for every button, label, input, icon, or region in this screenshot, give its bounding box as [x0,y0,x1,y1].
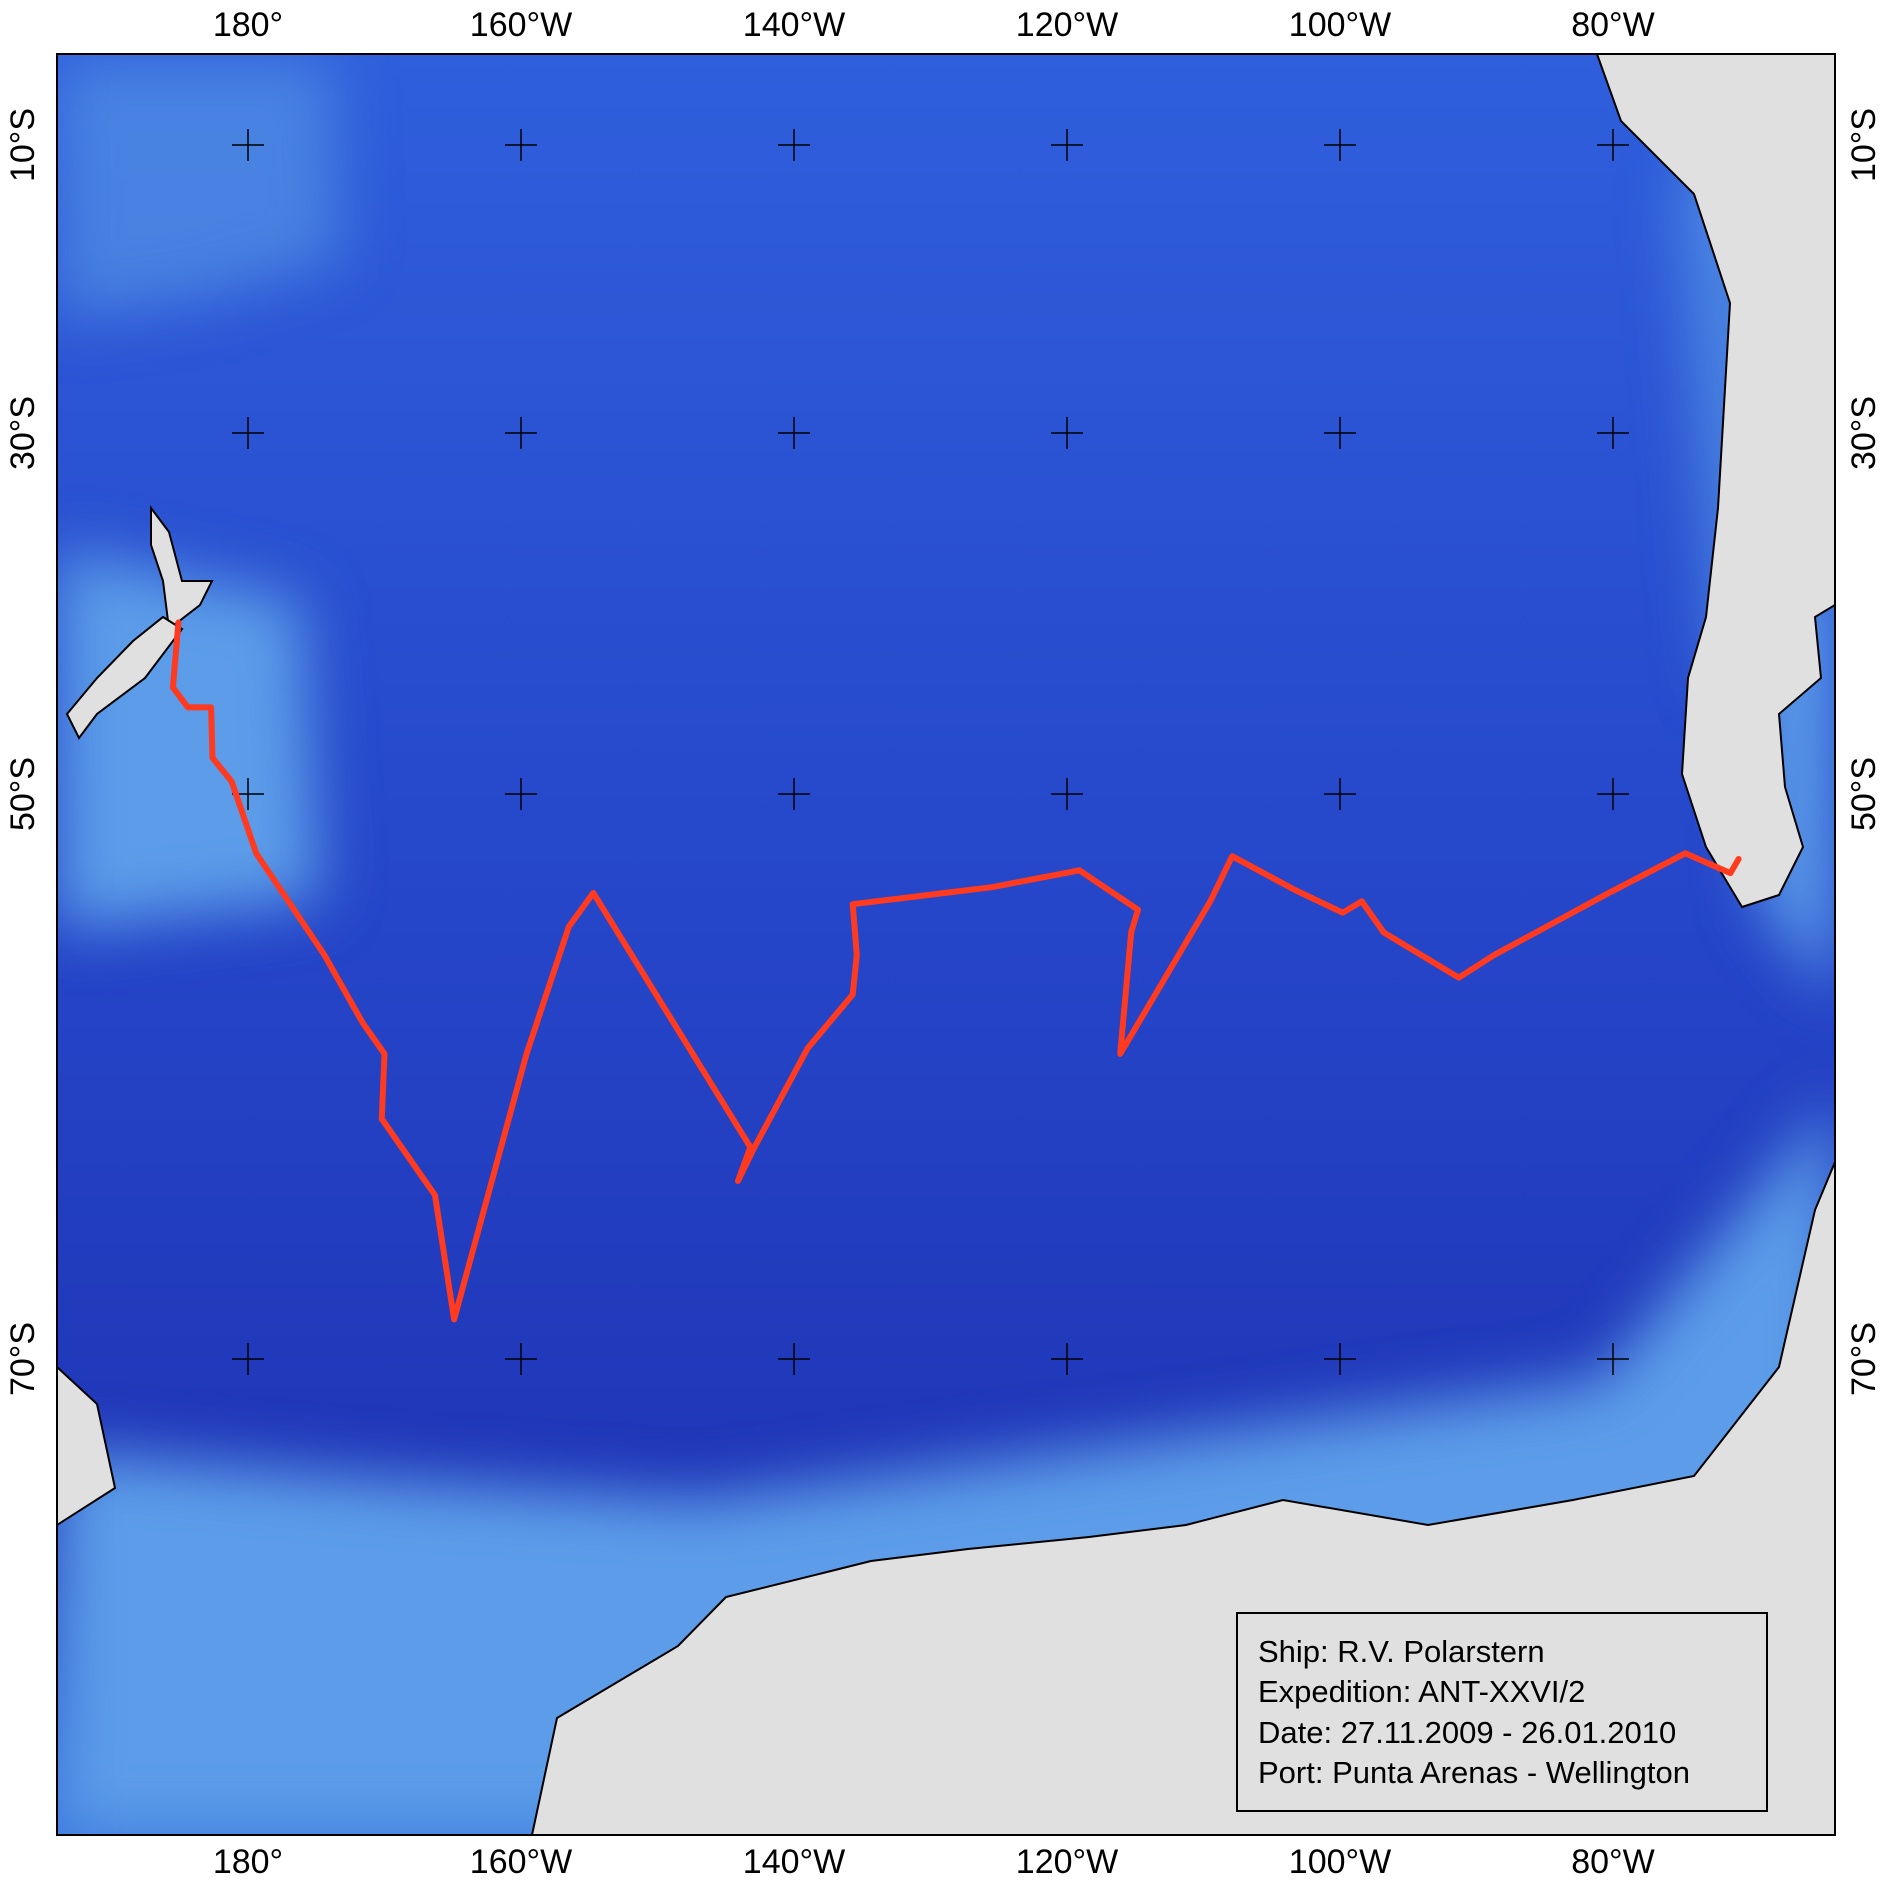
y-tick-label-right: 10°S [1845,108,1883,182]
grid-cross [505,417,537,449]
x-tick-label-bottom: 140°W [743,1843,845,1881]
grid-cross [505,129,537,161]
x-tick-label-bottom: 160°W [470,1843,572,1881]
x-tick-label-top: 160°W [470,6,572,44]
grid-cross [1324,129,1356,161]
grid-cross [1597,1343,1629,1375]
y-tick-label-left: 30°S [4,396,42,470]
x-tick-label-top: 120°W [1016,6,1118,44]
grid-cross [778,778,810,810]
antarctica-west [57,1365,117,1527]
x-tick-label-bottom: 100°W [1289,1843,1391,1881]
x-tick-label-top: 180° [213,6,283,44]
legend-date: Date: 27.11.2009 - 26.01.2010 [1258,1715,1676,1750]
grid-cross [1324,417,1356,449]
y-tick-label-left: 50°S [4,757,42,831]
x-tick-label-bottom: 180° [213,1843,283,1881]
grid-cross [1597,129,1629,161]
grid-cross [505,1343,537,1375]
y-tick-label-right: 70°S [1845,1322,1883,1396]
grid-cross [505,778,537,810]
nz-south [65,615,184,740]
nz-north [150,505,214,631]
grid-cross [1597,778,1629,810]
y-tick-label-left: 70°S [4,1322,42,1396]
x-tick-label-top: 140°W [743,6,845,44]
ship-track [169,619,1742,1323]
legend-ship: Ship: R.V. Polarstern [1258,1634,1545,1669]
y-tick-label-right: 30°S [1845,396,1883,470]
map-body [57,54,1835,1835]
grid-cross [1597,417,1629,449]
grid-cross [1324,1343,1356,1375]
map-frame [56,53,1836,1836]
grid-cross [1051,1343,1083,1375]
x-tick-label-top: 80°W [1571,6,1655,44]
grid-cross [778,1343,810,1375]
x-tick-label-bottom: 120°W [1016,1843,1118,1881]
overlay [169,129,1742,1375]
legend-port: Port: Punta Arenas - Wellington [1258,1755,1690,1790]
grid-cross [232,417,264,449]
y-tick-label-right: 50°S [1845,757,1883,831]
y-tick-label-left: 10°S [4,108,42,182]
grid-cross [1051,778,1083,810]
grid-cross [1324,778,1356,810]
grid-cross [778,417,810,449]
x-tick-label-bottom: 80°W [1571,1843,1655,1881]
south-america [1595,54,1835,909]
grid-cross [1051,417,1083,449]
x-tick-label-top: 100°W [1289,6,1391,44]
grid-cross [232,1343,264,1375]
grid-cross [1051,129,1083,161]
grid-cross [232,129,264,161]
legend-box [1236,1612,1768,1812]
legend-expedition: Expedition: ANT-XXVI/2 [1258,1674,1585,1709]
grid-cross [778,129,810,161]
